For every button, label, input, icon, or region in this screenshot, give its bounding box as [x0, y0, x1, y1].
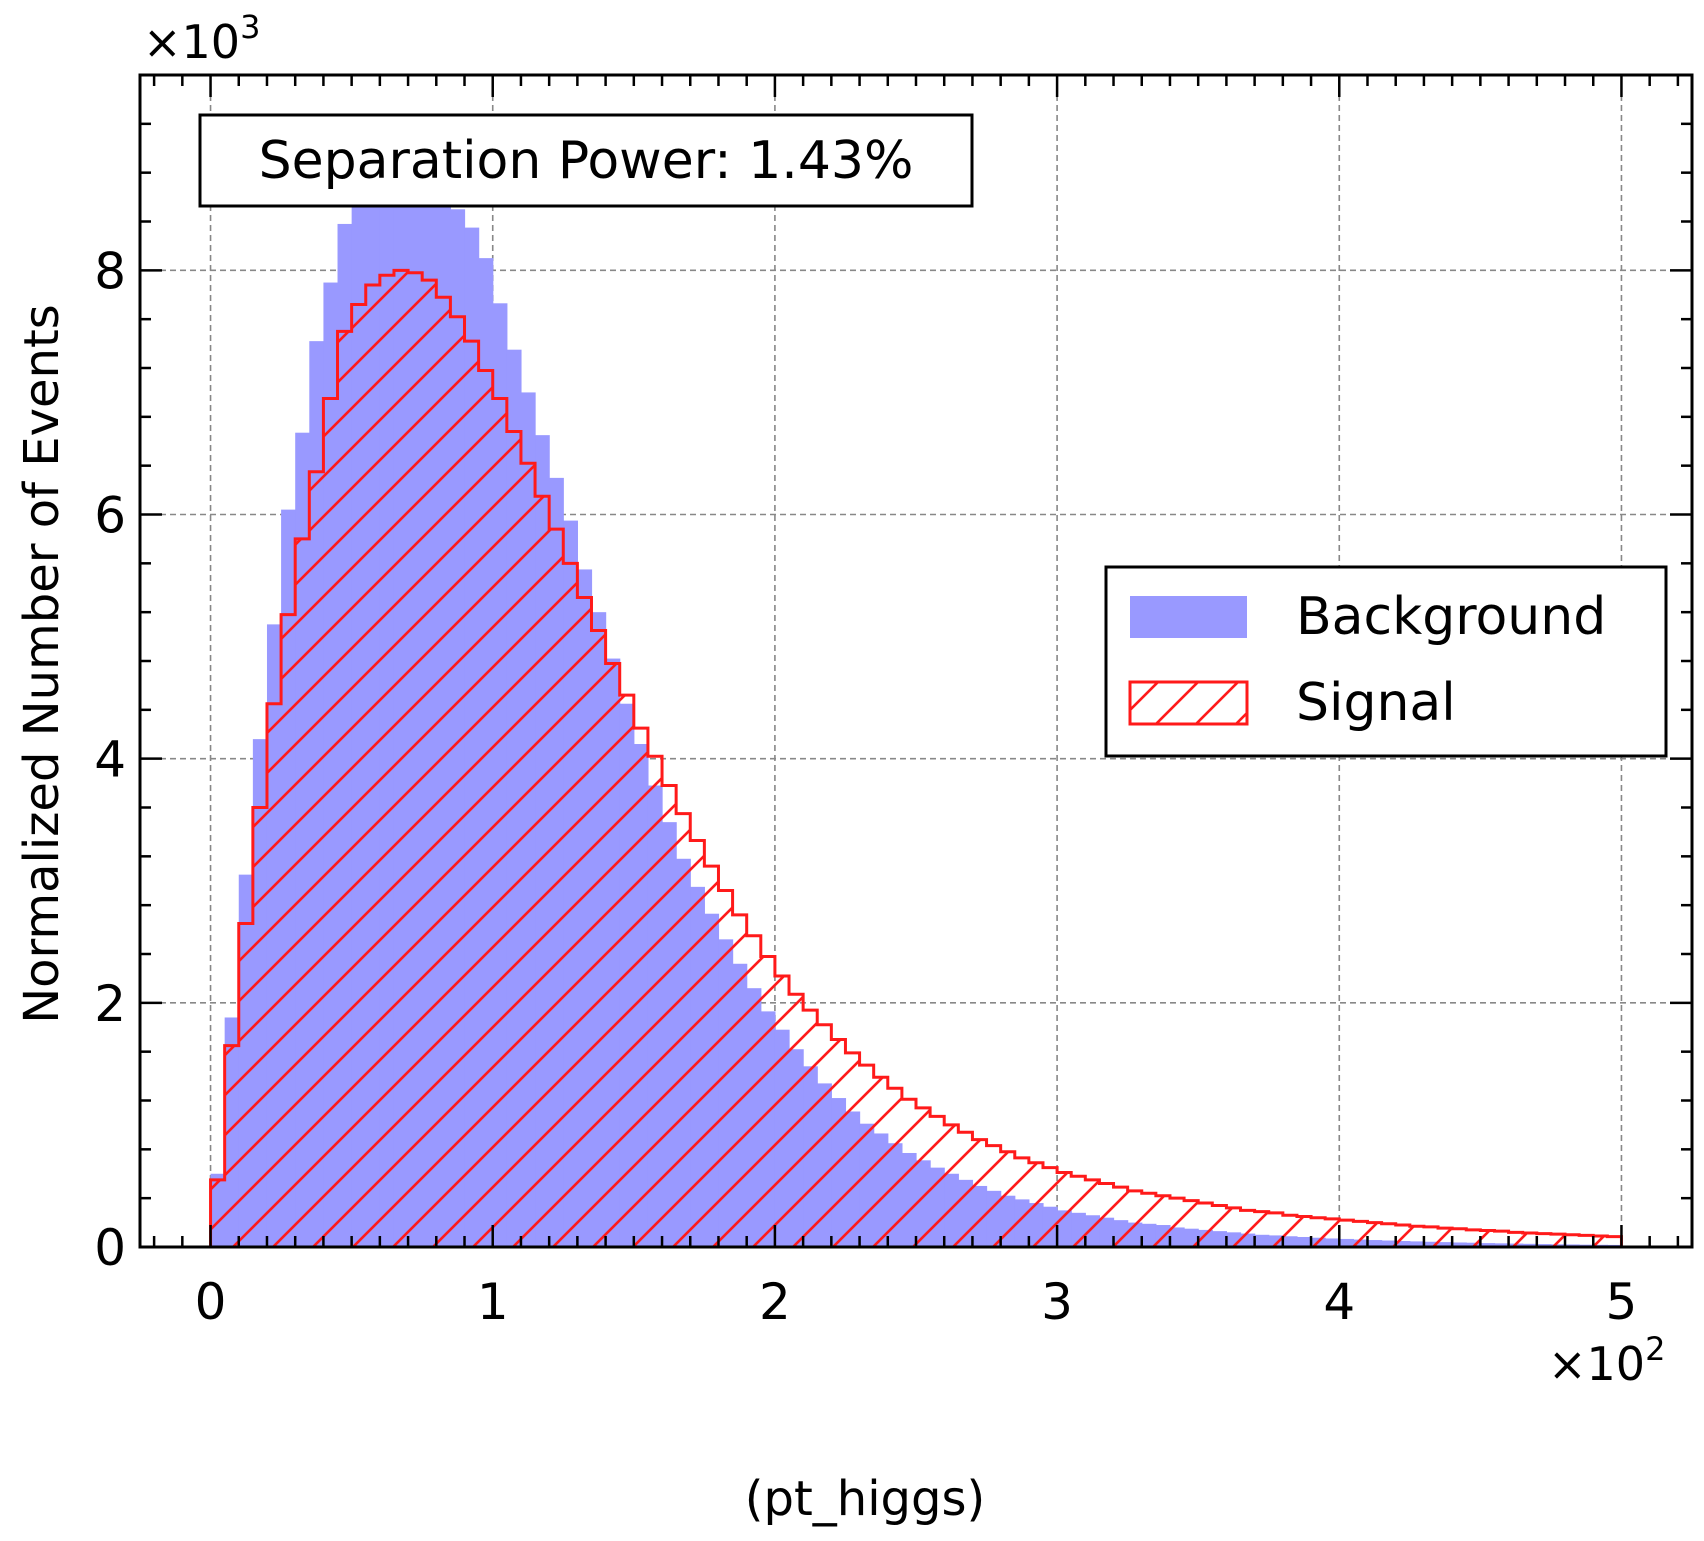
x-tick-label-4: 4: [1323, 1273, 1355, 1331]
x-tick-label-5: 5: [1606, 1273, 1638, 1331]
legend-label-background: Background: [1296, 587, 1606, 647]
plot-frame: [138, 73, 1694, 1249]
x-axis-title: (pt_higgs): [745, 1471, 985, 1527]
legend: Background Signal: [1104, 565, 1668, 758]
x-tick-label-1: 1: [477, 1273, 509, 1331]
y-tick-label-2: 4: [94, 731, 126, 789]
y-multiplier: ×103: [143, 8, 260, 69]
y-axis-title: Normalized Number of Events: [14, 304, 70, 1024]
separation-power-text: Separation Power: 1.43%: [259, 131, 914, 191]
y-tick-label-0: 0: [94, 1219, 126, 1277]
legend-swatch-background: [1130, 596, 1247, 638]
separation-power-box: Separation Power: 1.43%: [198, 113, 974, 208]
legend-swatch-signal: [1128, 680, 1249, 726]
tick-labels: 0 1 2 3 4 5 0 2 4 6 8: [94, 242, 1637, 1331]
x-multiplier: ×102: [1548, 1330, 1665, 1391]
x-tick-label-0: 0: [195, 1273, 227, 1331]
signal-hatch-fill: [210, 270, 1622, 1247]
x-tick-label-2: 2: [759, 1273, 791, 1331]
y-tick-label-4: 8: [94, 242, 126, 300]
x-tick-label-3: 3: [1041, 1273, 1073, 1331]
signal-step-line: [209, 268, 1623, 1247]
signal-series: [209, 268, 1623, 1247]
y-tick-label-1: 2: [94, 975, 126, 1033]
legend-label-signal: Signal: [1296, 673, 1456, 733]
y-tick-label-3: 6: [94, 487, 126, 545]
